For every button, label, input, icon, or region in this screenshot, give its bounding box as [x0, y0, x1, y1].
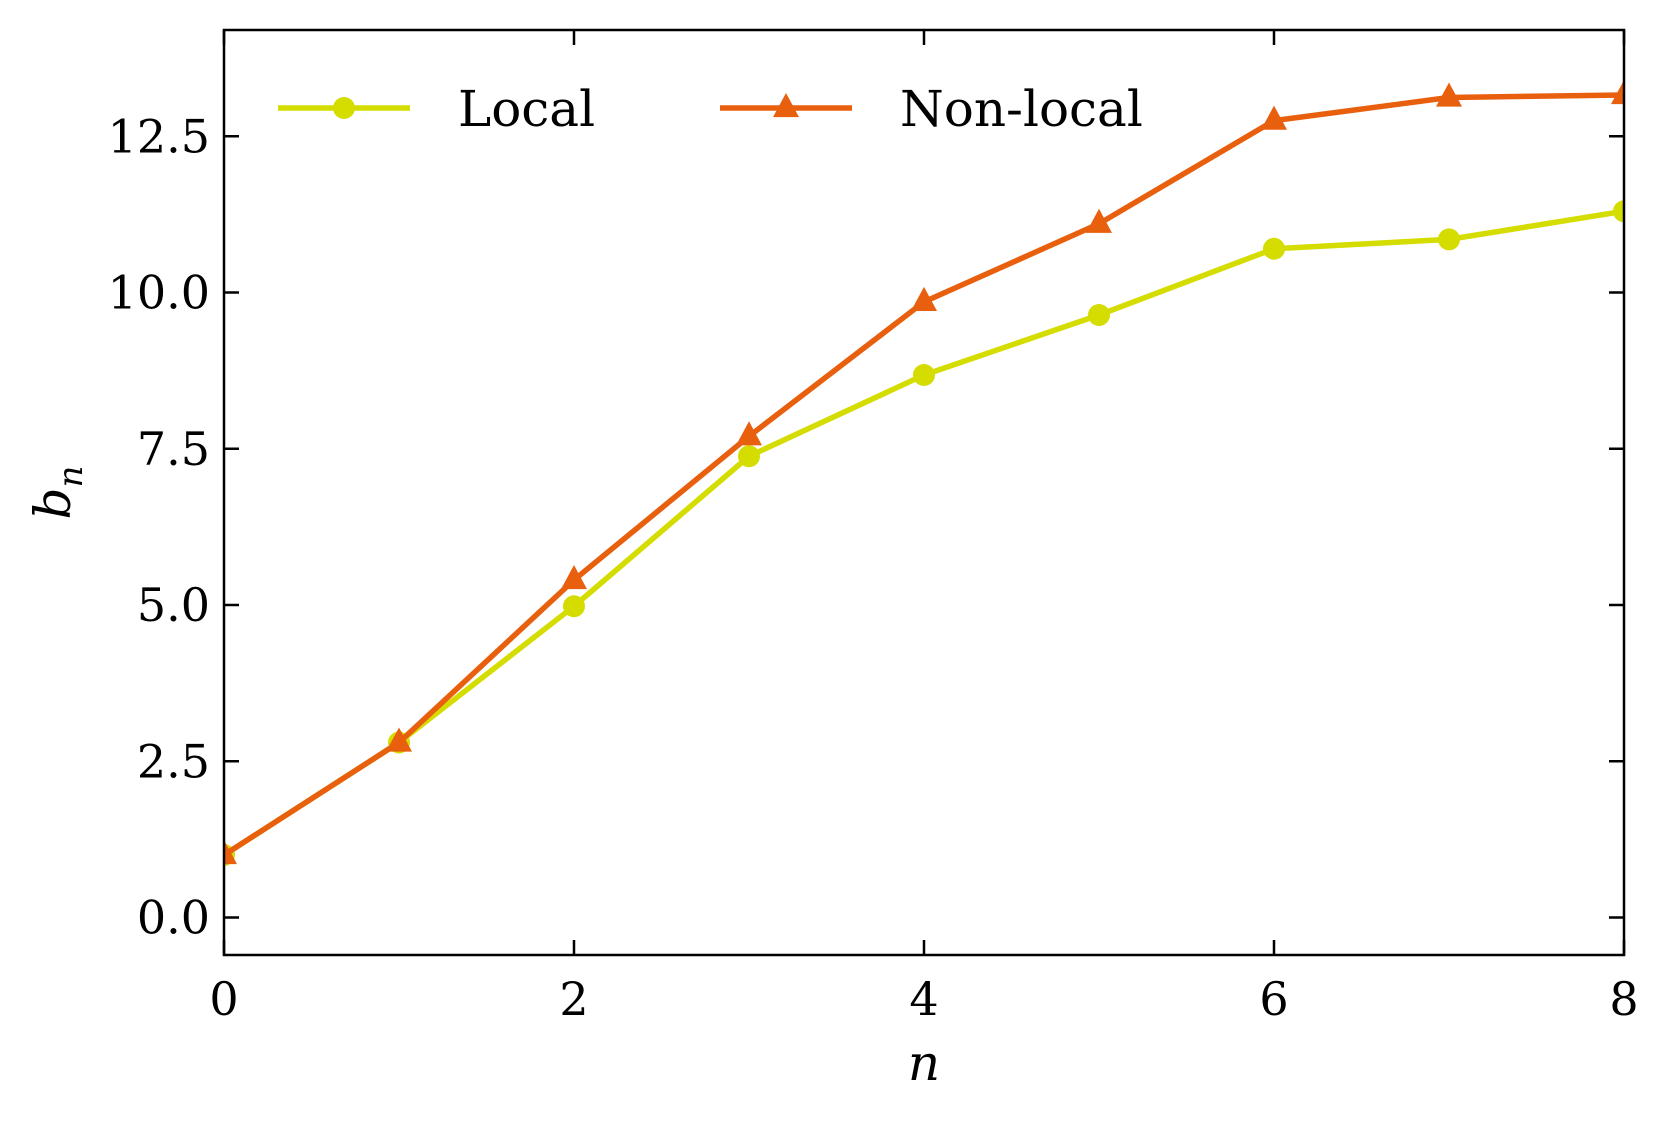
series-non-local [224, 80, 1624, 865]
data-point [563, 595, 585, 618]
data-point [913, 364, 935, 386]
y-tick-label: 10.0 [108, 266, 210, 320]
y-tick-label: 5.0 [137, 578, 210, 632]
x-tick-label: 0 [209, 972, 238, 1026]
data-point [1613, 200, 1624, 223]
series-local [224, 200, 1624, 866]
legend-entry: Non-local [720, 80, 1143, 138]
data-point [736, 421, 762, 446]
ticks-layer: 0 2 4 6 8 0.0 2.5 5.0 7.5 10.0 12.5 [108, 30, 1639, 1026]
x-tick-label: 4 [909, 972, 938, 1026]
legend-marker [333, 97, 355, 119]
x-tick-label: 6 [1259, 972, 1288, 1026]
data-point [1088, 304, 1110, 326]
data-point [1611, 80, 1624, 105]
y-tick-label: 2.5 [137, 734, 210, 788]
data-point [1438, 228, 1460, 251]
data-point [738, 445, 760, 468]
y-tick-label: 7.5 [137, 422, 210, 476]
data-point [1263, 237, 1285, 260]
series-layer [224, 80, 1624, 866]
legend-marker [773, 93, 799, 118]
x-tick-label: 2 [559, 972, 588, 1026]
data-point [561, 565, 587, 590]
data-point [1436, 82, 1462, 107]
y-axis-label-main: b [24, 487, 82, 519]
y-tick-label: 0.0 [137, 891, 210, 945]
legend-entry: Local [278, 80, 595, 138]
x-tick-label: 8 [1609, 972, 1638, 1026]
data-point [386, 727, 412, 752]
series-line [224, 92, 1624, 858]
data-point [224, 840, 237, 865]
legend-label: Local [458, 80, 595, 138]
y-axis-label-subscript: n [51, 466, 91, 488]
data-point [1261, 105, 1287, 130]
data-point [1086, 208, 1112, 233]
plot-frame [222, 28, 1626, 957]
data-point [911, 286, 937, 311]
y-tick-label: 12.5 [108, 109, 210, 163]
x-axis-label: n [908, 1034, 940, 1092]
legend: Local Non-local [278, 80, 1143, 138]
legend-label: Non-local [900, 80, 1143, 138]
y-axis-label: bn [24, 466, 91, 520]
